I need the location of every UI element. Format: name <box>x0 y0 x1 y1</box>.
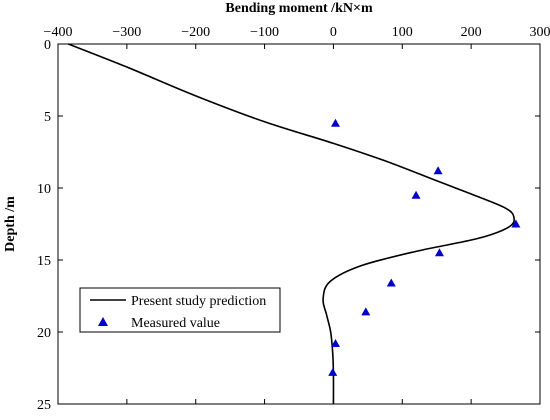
y-tick-label-0: 0 <box>44 38 51 53</box>
prediction-curve <box>68 43 515 405</box>
measured-point-0 <box>330 118 340 127</box>
measured-point-2 <box>411 190 421 199</box>
legend-label-prediction: Present study prediction <box>131 294 266 309</box>
y-tick-label-5: 25 <box>37 398 51 413</box>
x-tick-label-0: −400 <box>44 25 73 40</box>
legend-triangle-swatch <box>98 317 108 326</box>
measured-point-6 <box>361 307 371 316</box>
x-tick-label-5: 100 <box>392 25 413 40</box>
series-layer <box>68 43 521 405</box>
x-tick-label-3: −100 <box>250 25 279 40</box>
x-tick-label-2: −200 <box>181 25 210 40</box>
measured-point-5 <box>386 278 396 287</box>
y-tick-label-1: 5 <box>44 110 51 125</box>
y-tick-label-3: 15 <box>37 254 51 269</box>
plot-frame <box>57 43 541 405</box>
x-tick-label-7: 300 <box>530 25 550 40</box>
y-tick-label-4: 20 <box>37 326 51 341</box>
x-tick-label-6: 200 <box>461 25 482 40</box>
x-axis-ticks: −400 −300 −200 −100 0 100 200 300 <box>44 25 550 404</box>
measured-point-4 <box>434 248 444 257</box>
x-tick-label-4: 0 <box>330 25 337 40</box>
x-axis-title: Bending moment /kN×m <box>225 1 373 16</box>
y-axis-title: Depth /m <box>3 196 18 252</box>
measured-point-7 <box>330 339 340 348</box>
x-tick-label-1: −300 <box>112 25 141 40</box>
measured-point-3 <box>511 219 521 228</box>
legend-label-measured: Measured value <box>131 316 220 331</box>
legend-box <box>79 287 281 333</box>
legend: Present study prediction Measured value <box>79 287 281 333</box>
measured-point-1 <box>433 166 443 175</box>
measured-point-8 <box>328 367 338 376</box>
y-axis-ticks: 0 5 10 15 20 25 <box>37 38 540 413</box>
y-tick-label-2: 10 <box>37 182 51 197</box>
